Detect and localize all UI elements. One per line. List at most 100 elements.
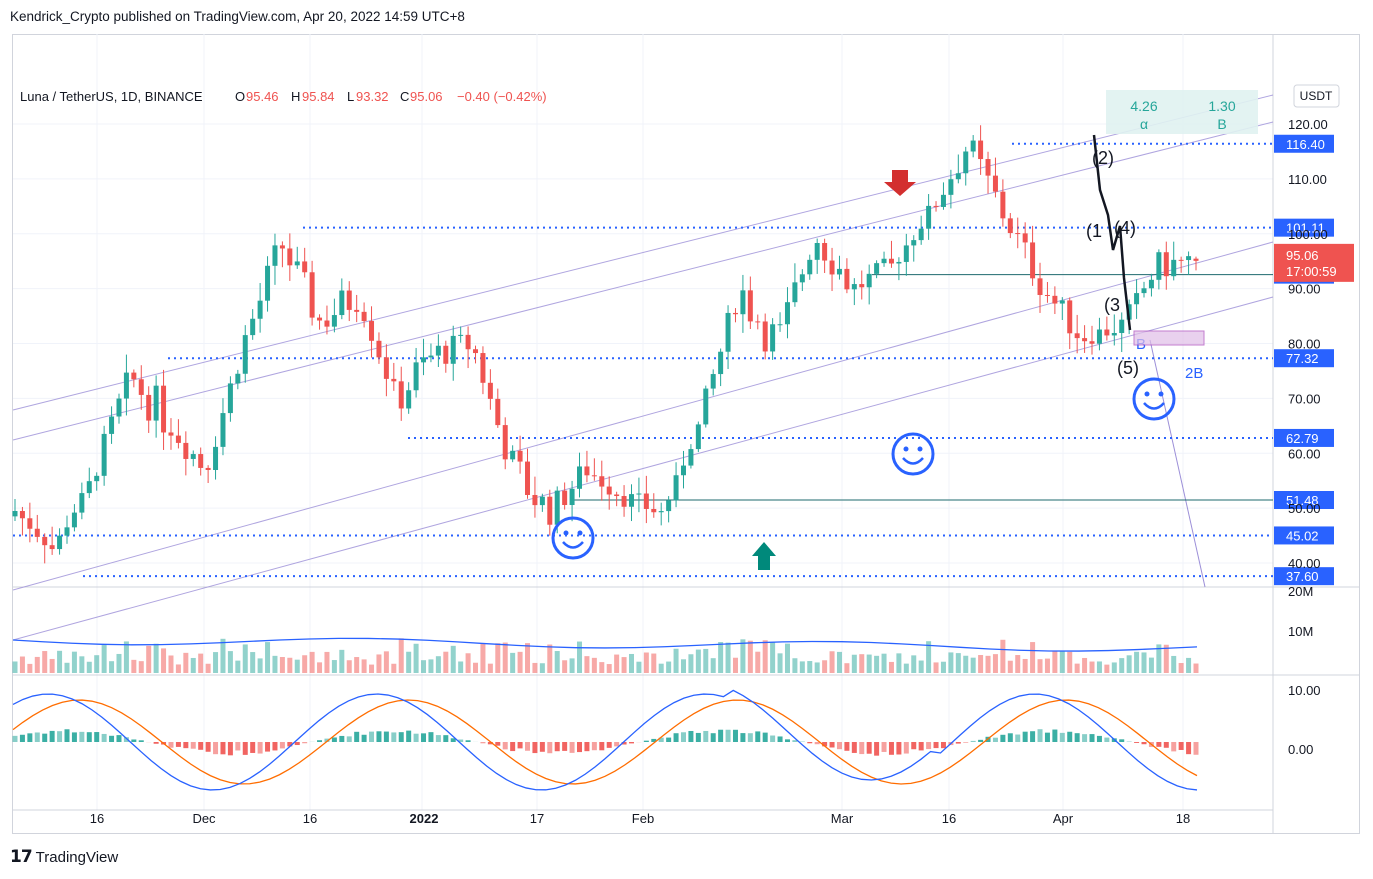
candle-body — [153, 385, 159, 421]
macd-histogram-bar — [421, 733, 427, 742]
level-tag — [1274, 491, 1334, 510]
candle-body — [851, 284, 857, 290]
candle-body — [896, 261, 902, 264]
candle-body — [621, 496, 627, 507]
volume-bar — [673, 648, 679, 673]
volume-bar — [606, 664, 612, 673]
macd-histogram-bar — [874, 742, 880, 756]
macd-histogram-bar — [317, 740, 323, 742]
time-tick-label: 16 — [942, 811, 956, 826]
macd-histogram-bar — [465, 740, 471, 742]
macd-histogram-bar — [651, 738, 657, 742]
candle-body — [302, 261, 308, 273]
candle-body — [532, 494, 538, 506]
volume-bar — [339, 649, 345, 673]
candle-body — [465, 334, 471, 350]
candle-body — [926, 205, 932, 229]
candle-body — [992, 175, 998, 192]
volume-bar — [1148, 657, 1154, 673]
volume-bar — [361, 659, 367, 673]
volume-bar — [19, 656, 25, 673]
candle-body — [435, 345, 441, 356]
macd-histogram-bar — [539, 742, 545, 752]
volume-bar — [294, 659, 300, 673]
macd-histogram-bar — [413, 733, 419, 742]
volume-bar — [918, 660, 924, 673]
candle-body — [101, 433, 107, 476]
macd-histogram-bar — [242, 742, 248, 755]
volume-bar — [235, 660, 241, 673]
volume-bar — [970, 657, 976, 673]
fib-label-2: B — [1217, 116, 1226, 132]
macd-histogram-bar — [235, 742, 241, 751]
volume-bar — [131, 659, 137, 673]
candle-body — [911, 240, 917, 246]
candle-body — [109, 416, 115, 434]
candle-body — [198, 454, 204, 468]
macd-histogram-bar — [569, 742, 575, 753]
volume-bar — [740, 639, 746, 673]
volume-bar — [346, 660, 352, 673]
time-axis: 16 Dec 16 2022 17 Feb Mar 16 Apr 18 — [90, 811, 1190, 826]
volume-bar — [777, 653, 783, 673]
legend-l-label: L — [347, 89, 354, 104]
volume-bar — [146, 645, 152, 673]
published-byline: Kendrick_Crypto published on TradingView… — [10, 9, 465, 24]
candle-body — [651, 508, 657, 513]
volume-bar — [1186, 657, 1192, 673]
candle-body — [317, 317, 323, 321]
candle-body — [287, 248, 293, 266]
volume-bar — [680, 659, 686, 673]
candle-body — [12, 510, 18, 517]
volume-bar — [227, 651, 233, 673]
macd-histogram-bar — [279, 742, 285, 749]
candle-body — [1082, 338, 1088, 342]
candle-body — [354, 309, 360, 312]
volume-bar — [903, 663, 909, 673]
volume-bar — [138, 661, 144, 673]
macd-histogram-bar — [992, 737, 998, 742]
macd-histogram-bar — [450, 738, 456, 742]
macd-histogram-bar — [480, 742, 486, 744]
volume-bar — [695, 649, 701, 673]
candle-body — [331, 315, 337, 327]
volume-bar — [985, 655, 991, 673]
candle-body — [79, 493, 85, 513]
candle-body — [777, 324, 783, 326]
smiley-mouth — [902, 457, 924, 465]
candle-body — [747, 290, 753, 322]
macd-histogram-bar — [294, 742, 300, 746]
macd-histogram-bar — [175, 742, 181, 747]
volume-bar — [688, 654, 694, 673]
candle-body — [844, 268, 850, 290]
candle-body — [190, 454, 196, 459]
wave-label: (3 — [1104, 295, 1120, 315]
volume-bar — [428, 659, 434, 673]
candle-body — [732, 312, 738, 315]
volume-bar — [532, 662, 538, 673]
candle-body — [227, 383, 233, 414]
volume-pane — [12, 637, 1199, 673]
tradingview-logo-icon: 𝟭𝟳 — [10, 847, 33, 866]
fib-value-1: 4.26 — [1130, 98, 1157, 114]
macd-histogram-bar — [250, 742, 256, 753]
volume-bar — [963, 655, 969, 673]
volume-bar — [1074, 663, 1080, 673]
volume-bar — [175, 664, 181, 673]
candle-body — [940, 194, 946, 207]
chart-frame — [12, 34, 1360, 834]
volume-bar — [79, 656, 85, 673]
candle-body — [1030, 242, 1036, 279]
candle-body — [725, 312, 731, 352]
candle-body — [495, 398, 501, 426]
volume-bar — [94, 655, 100, 673]
currency-button[interactable] — [1293, 84, 1340, 108]
volume-bar — [406, 651, 412, 673]
macd-histogram-bar — [777, 736, 783, 742]
volume-bar — [34, 656, 40, 673]
macd-histogram-bar — [940, 742, 946, 749]
volume-bar — [1030, 642, 1036, 673]
macd-histogram-bar — [621, 742, 627, 745]
price-tick-label: 60.00 — [1288, 446, 1321, 461]
